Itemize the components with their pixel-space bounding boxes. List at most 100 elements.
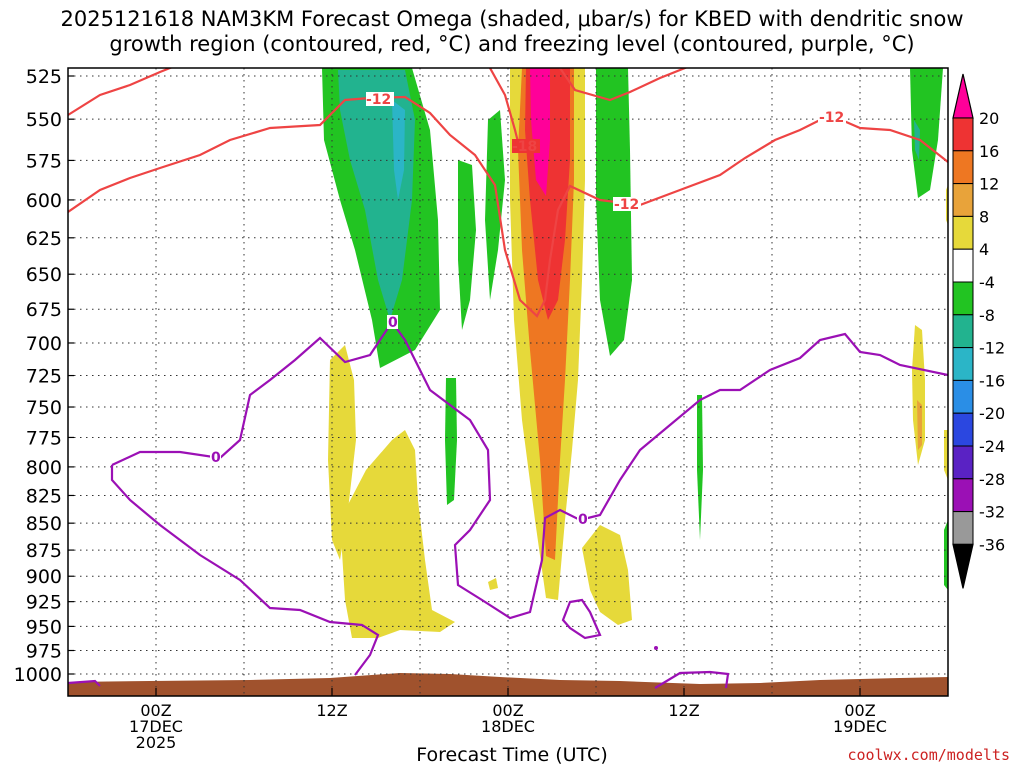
omega-yellow-region-e [944,430,948,480]
omega-green-region-f [445,378,457,505]
omega-green-region-b [458,160,476,330]
omega-yellow-region-b [340,430,455,638]
y-tick-label: 925 [26,592,62,614]
y-tick-label: 975 [26,641,62,663]
colorbar-label: -20 [979,404,1005,423]
colorbar-label: -8 [979,306,995,325]
colorbar-label: -16 [979,371,1005,390]
freezing-level-contours [68,320,948,689]
freezing-level-contour-corner [68,679,101,687]
colorbar-label: 16 [979,142,999,161]
y-tick-label: 800 [26,457,62,479]
freezing-level-label-c: 0 [578,512,588,528]
x-tick-label: 2025 [136,733,177,752]
dgz-label-c: -12 [614,197,639,213]
dgz-label-b: -18 [512,139,537,155]
colorbar-swatch [952,379,974,414]
y-tick-label: 525 [26,66,62,88]
colorbar-swatch [952,445,974,480]
x-tick-label: 12Z [668,701,699,720]
x-axis-title: Forecast Time (UTC) [416,744,608,766]
colorbar-top-arrow [952,73,974,119]
terrain-fill [68,673,948,696]
y-tick-label: 775 [26,427,62,449]
x-tick-label: 00Z [492,701,523,720]
colorbar-label: 20 [979,109,999,128]
omega-green-region-e [910,68,943,198]
colorbar-swatch [952,511,974,545]
credit-text: coolwx.com/modelts [847,746,1010,764]
omega-purple-dot [654,646,658,650]
y-tick-label: 750 [26,397,62,419]
colorbar-swatch [952,117,974,152]
dgz-contour-main [68,95,948,318]
colorbar-label: 12 [979,175,999,194]
y-tick-label: 850 [26,513,62,535]
y-axis: 525 550 575 600 625 650 675 700 725 750 775 800 825 8… [14,66,74,686]
y-tick-label: 675 [26,299,62,321]
y-tick-label: 700 [26,333,62,355]
colorbar-label: -28 [979,470,1005,489]
colorbar-label: -36 [979,535,1005,554]
colorbar-swatch [952,248,974,283]
omega-green-region-h [944,520,948,590]
y-tick-label: 950 [26,616,62,638]
x-tick-label: 12Z [316,701,347,720]
omega-cyan-region-a [392,100,405,200]
x-tick-label: 19DEC [833,717,887,736]
x-tick-label: 00Z [844,701,875,720]
colorbar-swatch [952,478,974,513]
x-tick-label: 18DEC [481,717,535,736]
freezing-level-contour-left [110,465,380,676]
y-tick-label: 1000 [14,664,62,686]
y-tick-label: 725 [26,366,62,388]
x-tick-label: 17DEC [129,717,183,736]
colorbar-label: -24 [979,437,1005,456]
omega-yellow-region-g [488,578,498,590]
y-tick-label: 650 [26,264,62,286]
colorbar-label: -4 [979,273,995,292]
colorbar: 20 16 12 8 4 -4 -8 -12 -16 -20 -24 -28 -32 -36 [952,73,1005,589]
colorbar-swatch [952,314,974,349]
omega-shading [322,68,948,650]
dgz-label-d: -12 [819,110,844,126]
omega-green-region-g [697,395,703,540]
y-tick-label: 825 [26,485,62,507]
dgz-contour-mid [559,68,688,102]
dgz-contour-upper [68,68,173,116]
omega-green-region-c [485,110,505,300]
omega-magenta-region-main [530,68,550,196]
colorbar-swatch [952,150,974,185]
y-tick-label: 625 [26,228,62,250]
colorbar-label: 8 [979,207,989,226]
freezing-level-label-b: 0 [211,450,221,466]
colorbar-swatch [952,183,974,217]
colorbar-label: -12 [979,339,1005,358]
freezing-level-contour-main [111,320,948,620]
x-tick-label: 00Z [140,701,171,720]
colorbar-label: -32 [979,503,1005,522]
freezing-level-label-a: 0 [388,315,398,331]
colorbar-swatch [952,215,974,250]
chart-title-line1: 2025121618 NAM3KM Forecast Omega (shaded… [60,7,964,31]
dgz-label-a: -12 [366,92,391,108]
y-tick-label: 900 [26,566,62,588]
colorbar-swatch [952,412,974,447]
colorbar-swatch [952,347,974,381]
colorbar-label: 4 [979,240,989,259]
freezing-level-contour-closed [561,598,602,640]
omega-yellow-region-c [582,525,632,625]
grid-lines [68,68,948,696]
omega-green-region-d [596,68,632,356]
y-tick-label: 875 [26,540,62,562]
colorbar-swatch [952,281,974,316]
chart-title-line2: growth region (contoured, red, °C) and f… [109,32,915,56]
y-tick-label: 575 [26,150,62,172]
y-tick-label: 600 [26,190,62,212]
colorbar-bottom-arrow [952,543,974,589]
freezing-level-contour-bottom [654,670,730,689]
y-tick-label: 550 [26,109,62,131]
omega-yellow-region-a [328,345,356,560]
